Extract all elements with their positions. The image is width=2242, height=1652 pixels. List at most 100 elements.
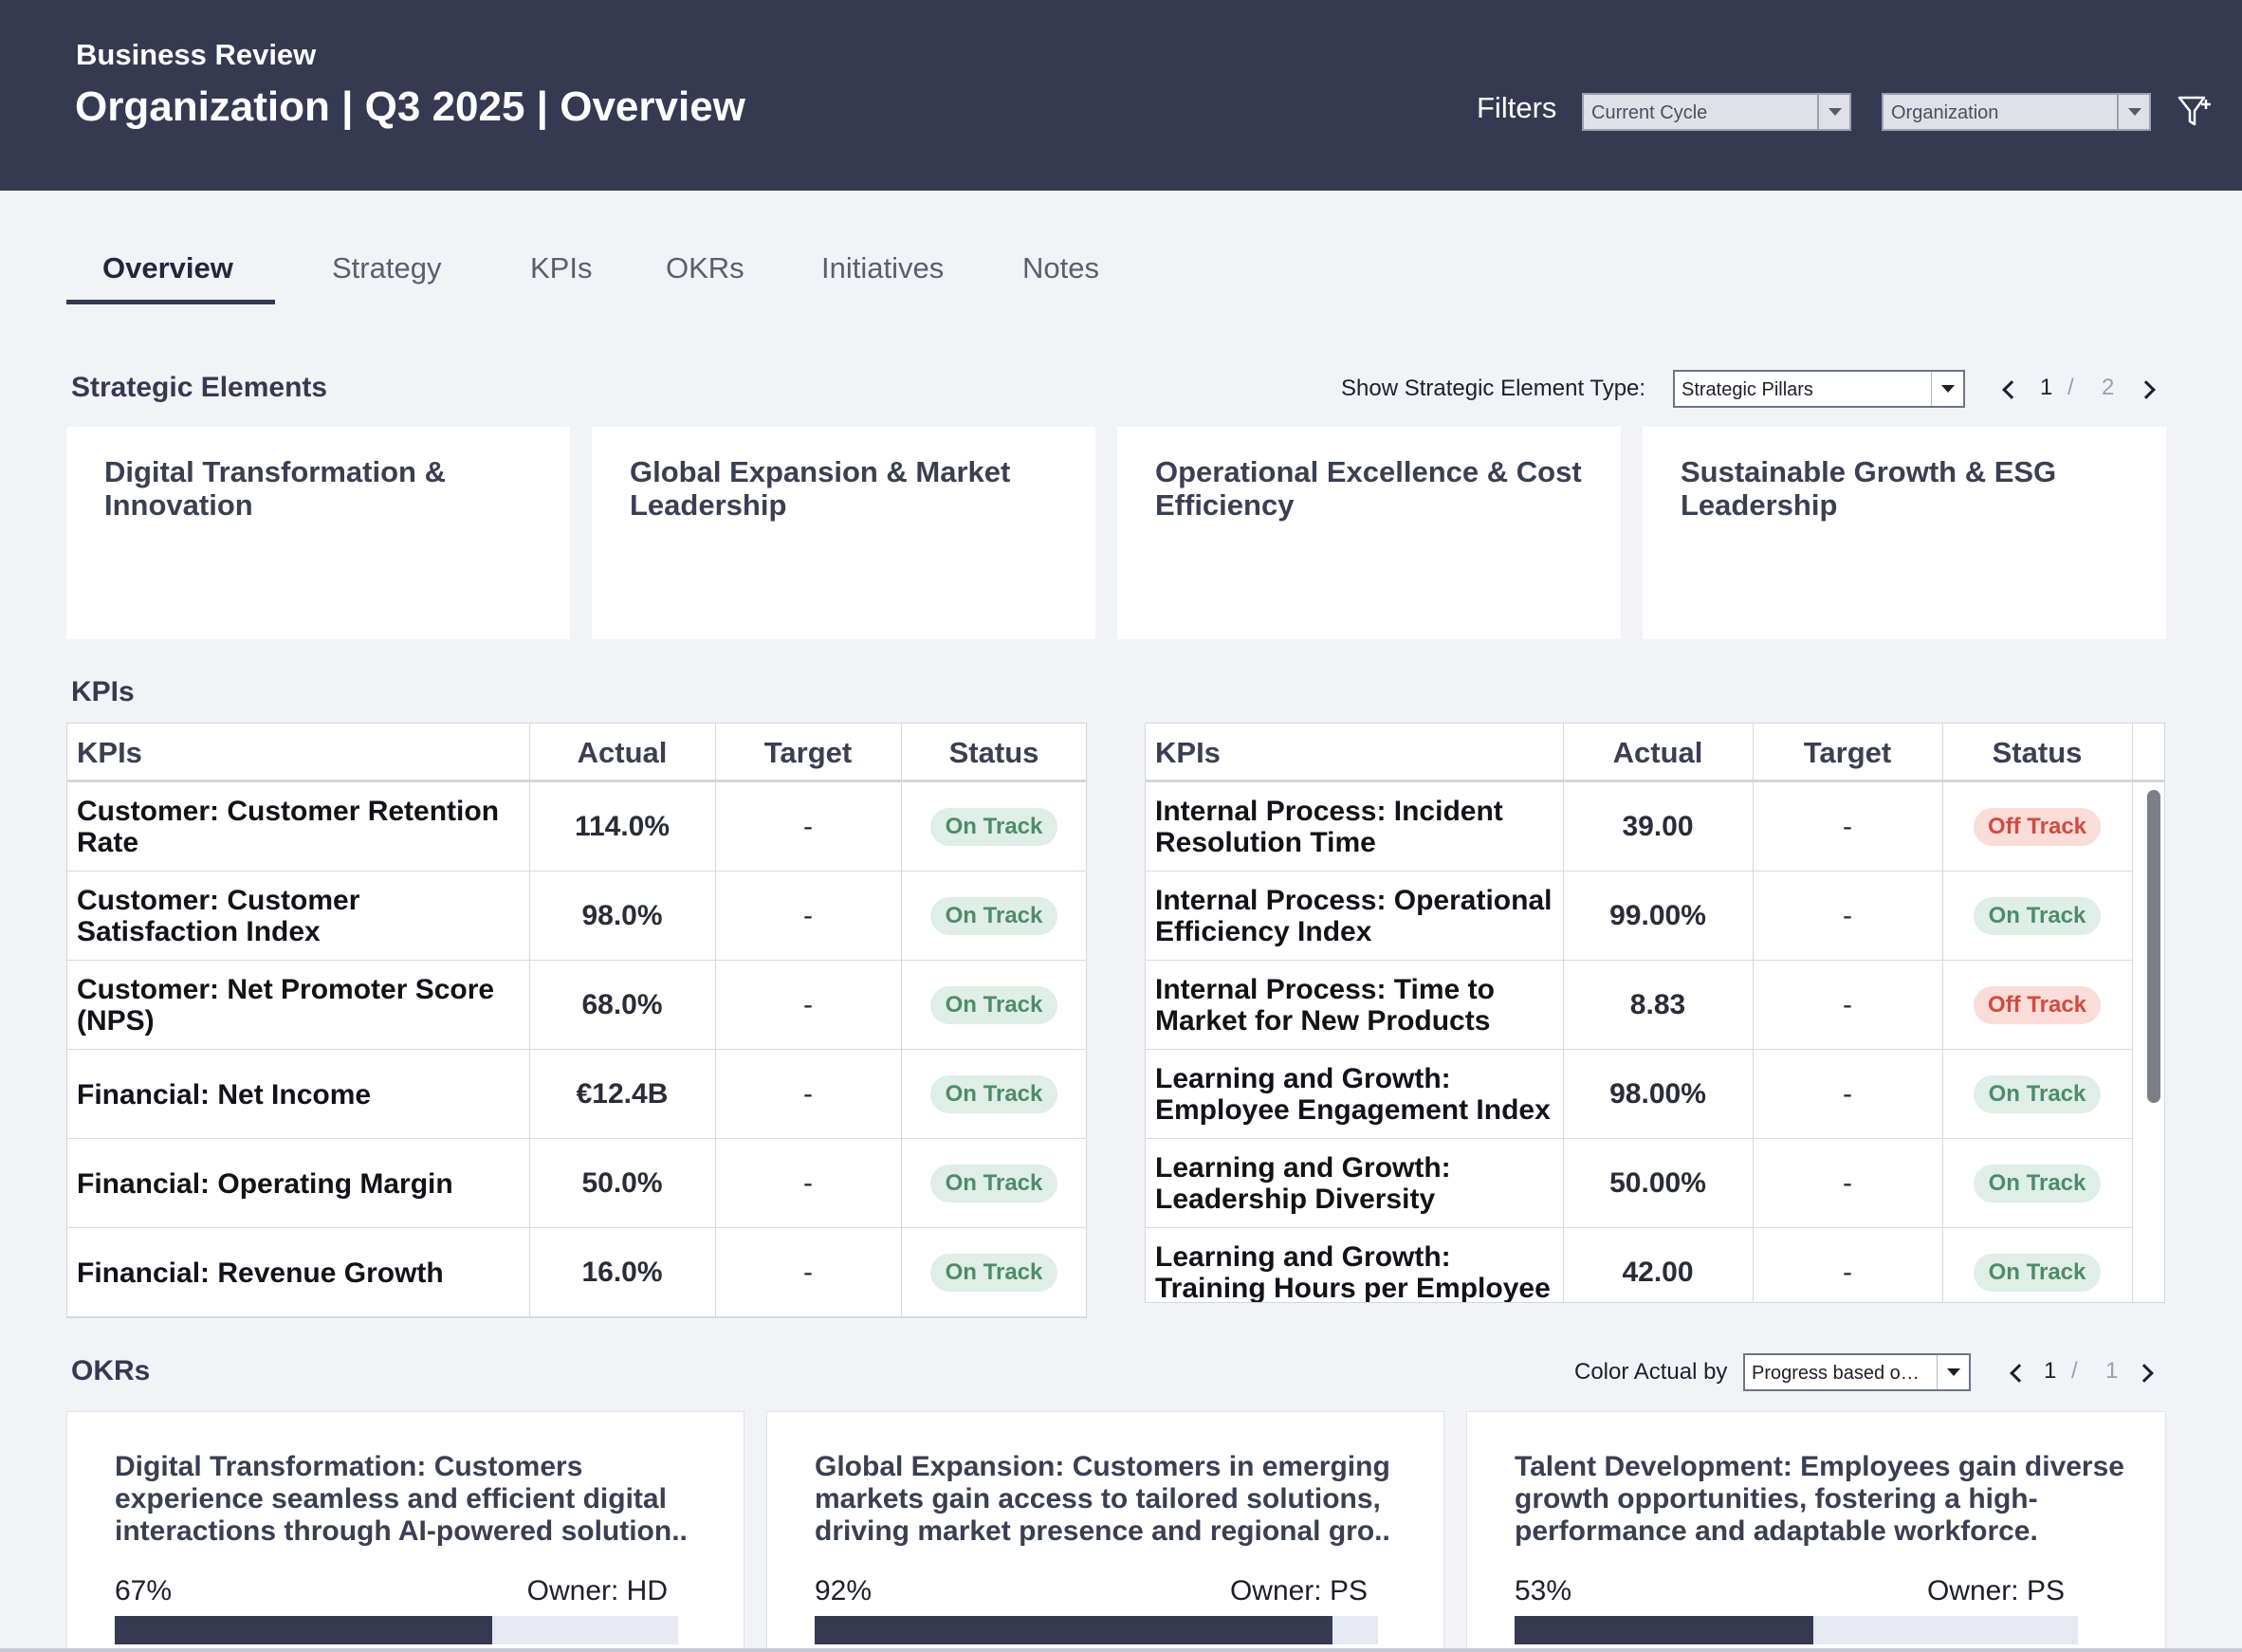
scrollbar-thumb[interactable] — [2147, 790, 2160, 1103]
table-row[interactable]: Customer: Net Promoter Score (NPS) 68.0% -… — [67, 961, 1087, 1050]
okr-progress-bar — [815, 1616, 1378, 1644]
kpi-target: - — [803, 900, 813, 931]
column-header-status[interactable]: Status — [1992, 736, 2083, 769]
okr-progress-fill — [115, 1616, 492, 1644]
page-current: 1 — [2044, 1358, 2057, 1384]
pillar-title: Digital Transformation & Innovation — [104, 455, 446, 522]
status-badge: On Track — [1974, 1165, 2101, 1202]
element-type-value: Strategic Pillars — [1682, 379, 1813, 400]
tab-okrs[interactable]: OKRs — [666, 251, 744, 285]
organization-filter-value: Organization — [1891, 102, 1999, 123]
table-row[interactable]: Internal Process: Incident Resolution Ti… — [1146, 782, 2132, 872]
okr-owner: Owner: PS — [1926, 1575, 2065, 1606]
kpi-actual: 42.00 — [1622, 1257, 1694, 1288]
kpi-name: Customer: Customer Retention Rate — [77, 796, 500, 858]
page-total: 2 — [2102, 375, 2115, 400]
okr-card[interactable]: Digital Transformation: Customers experi… — [66, 1411, 744, 1652]
status-badge: On Track — [930, 1165, 1057, 1202]
chevron-down-icon[interactable] — [1931, 372, 1963, 406]
chevron-down-icon[interactable] — [1817, 95, 1849, 129]
okr-card[interactable]: Global Expansion: Customers in emerging … — [766, 1411, 1444, 1652]
organization-filter-select[interactable]: Organization — [1882, 93, 2151, 131]
kpi-name: Learning and Growth: Employee Engagement… — [1155, 1063, 1551, 1126]
element-type-select[interactable]: Strategic Pillars — [1673, 370, 1965, 408]
tab-kpis[interactable]: KPIs — [530, 251, 593, 285]
column-header-target[interactable]: Target — [763, 736, 853, 769]
funnel-plus-icon[interactable] — [2177, 93, 2214, 131]
kpi-actual: 114.0% — [574, 811, 671, 842]
status-badge: On Track — [1974, 1075, 2101, 1113]
kpi-actual: 16.0% — [581, 1257, 663, 1288]
column-divider — [1942, 724, 1943, 1302]
status-badge: On Track — [930, 1254, 1057, 1292]
table-row[interactable]: Internal Process: Time to Market for New… — [1146, 961, 2132, 1050]
kpi-name: Learning and Growth: Training Hours per … — [1155, 1241, 1551, 1303]
tab-overview[interactable]: Overview — [102, 251, 233, 285]
kpi-name: Internal Process: Operational Efficiency… — [1155, 885, 1553, 947]
kpi-target: - — [1843, 1167, 1852, 1199]
pillar-title: Sustainable Growth & ESG Leadership — [1681, 455, 2057, 522]
table-row[interactable]: Customer: Customer Retention Rate 114.0% -… — [67, 782, 1087, 872]
chevron-right-icon[interactable] — [2135, 1364, 2154, 1383]
okr-progress-bar — [115, 1616, 678, 1644]
chevron-left-icon[interactable] — [2002, 380, 2021, 399]
okr-owner: Owner: HD — [526, 1575, 668, 1606]
column-header-kpis[interactable]: KPIs — [77, 736, 142, 769]
table-row[interactable]: Learning and Growth: Leadership Diversit… — [1146, 1139, 2132, 1228]
pillar-card[interactable]: Operational Excellence & Cost Efficiency — [1117, 427, 1621, 639]
page-separator: / — [2067, 375, 2074, 400]
chevron-right-icon[interactable] — [2137, 380, 2156, 399]
kpi-actual: 50.00% — [1609, 1167, 1706, 1199]
column-header-status[interactable]: Status — [948, 736, 1039, 769]
table-row[interactable]: Learning and Growth: Training Hours per … — [1146, 1228, 2132, 1303]
okr-owner: Owner: PS — [1229, 1575, 1368, 1606]
okr-card[interactable]: Talent Development: Employees gain diver… — [1466, 1411, 2166, 1652]
kpi-actual: 98.00% — [1609, 1078, 1706, 1110]
column-divider — [1753, 724, 1754, 1302]
kpi-actual: €12.4B — [576, 1078, 669, 1110]
kpi-target: - — [1843, 989, 1852, 1020]
table-header: KPIs Actual Target Status — [67, 724, 1086, 782]
kpi-actual: 39.00 — [1622, 811, 1694, 842]
column-header-target[interactable]: Target — [1803, 736, 1892, 769]
cycle-filter-select[interactable]: Current Cycle — [1582, 93, 1851, 131]
chevron-down-icon[interactable] — [2117, 95, 2149, 129]
tab-initiatives[interactable]: Initiatives — [821, 251, 945, 285]
color-actual-select[interactable]: Progress based o… — [1743, 1353, 1971, 1391]
page-title: Organization | Q3 2025 | Overview — [75, 83, 745, 130]
table-row[interactable]: Financial: Operating Margin 50.0% - On Trac… — [67, 1139, 1087, 1228]
kpi-name: Learning and Growth: Leadership Diversit… — [1155, 1152, 1451, 1215]
kpi-target: - — [803, 989, 813, 1020]
column-divider — [529, 724, 530, 1317]
table-row[interactable]: Customer: Customer Satisfaction Index 98.… — [67, 872, 1087, 961]
pillar-card[interactable]: Sustainable Growth & ESG Leadership — [1643, 427, 2166, 639]
kpi-actual: 68.0% — [581, 989, 663, 1020]
kpi-name: Internal Process: Incident Resolution Ti… — [1155, 796, 1503, 858]
chevron-down-icon[interactable] — [1937, 1355, 1969, 1389]
filters-label: Filters — [1477, 91, 1557, 124]
strategic-pager: 1 / 2 — [1992, 375, 2162, 403]
tab-strategy[interactable]: Strategy — [332, 251, 442, 285]
table-header: KPIs Actual Target Status — [1146, 724, 2164, 782]
kpi-name: Customer: Customer Satisfaction Index — [77, 885, 360, 947]
table-row[interactable]: Financial: Net Income €12.4B - On Track — [67, 1050, 1087, 1139]
kpi-table-left: KPIs Actual Target Status Customer: Customer… — [66, 723, 1087, 1318]
pillar-card[interactable]: Digital Transformation & Innovation — [66, 427, 570, 639]
okr-progress-fill — [1515, 1616, 1813, 1644]
pillar-card[interactable]: Global Expansion & Market Leadership — [592, 427, 1095, 639]
column-header-kpis[interactable]: KPIs — [1155, 736, 1221, 769]
column-header-actual[interactable]: Actual — [1612, 736, 1703, 769]
kpi-name: Internal Process: Time to Market for New… — [1155, 974, 1495, 1037]
chevron-left-icon[interactable] — [2010, 1364, 2029, 1383]
table-row[interactable]: Financial: Revenue Growth 16.0% - On Track — [67, 1228, 1087, 1317]
header-bar: Business Review Organization | Q3 2025 |… — [0, 0, 2242, 191]
column-header-actual[interactable]: Actual — [577, 736, 668, 769]
kpi-actual: 50.0% — [581, 1167, 663, 1199]
okr-title: Talent Development: Employees gain diver… — [1515, 1451, 2124, 1547]
status-badge: On Track — [930, 1075, 1057, 1113]
pillar-title: Operational Excellence & Cost Efficiency — [1155, 455, 1582, 522]
table-row[interactable]: Learning and Growth: Employee Engagement… — [1146, 1050, 2132, 1139]
tab-notes[interactable]: Notes — [1022, 251, 1099, 285]
active-tab-indicator — [66, 300, 275, 304]
table-row[interactable]: Internal Process: Operational Efficiency… — [1146, 872, 2132, 961]
